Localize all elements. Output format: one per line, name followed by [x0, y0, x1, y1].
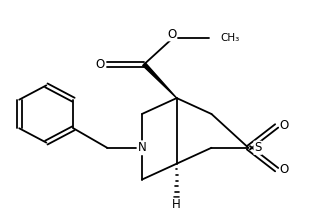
Text: H: H	[172, 198, 181, 211]
Text: O: O	[279, 119, 289, 132]
Text: N: N	[138, 141, 146, 154]
Text: O: O	[95, 58, 104, 71]
Text: CH₃: CH₃	[220, 33, 239, 43]
Text: S: S	[254, 141, 261, 154]
Polygon shape	[143, 63, 177, 98]
Text: O: O	[168, 28, 177, 41]
Text: O: O	[279, 163, 289, 176]
